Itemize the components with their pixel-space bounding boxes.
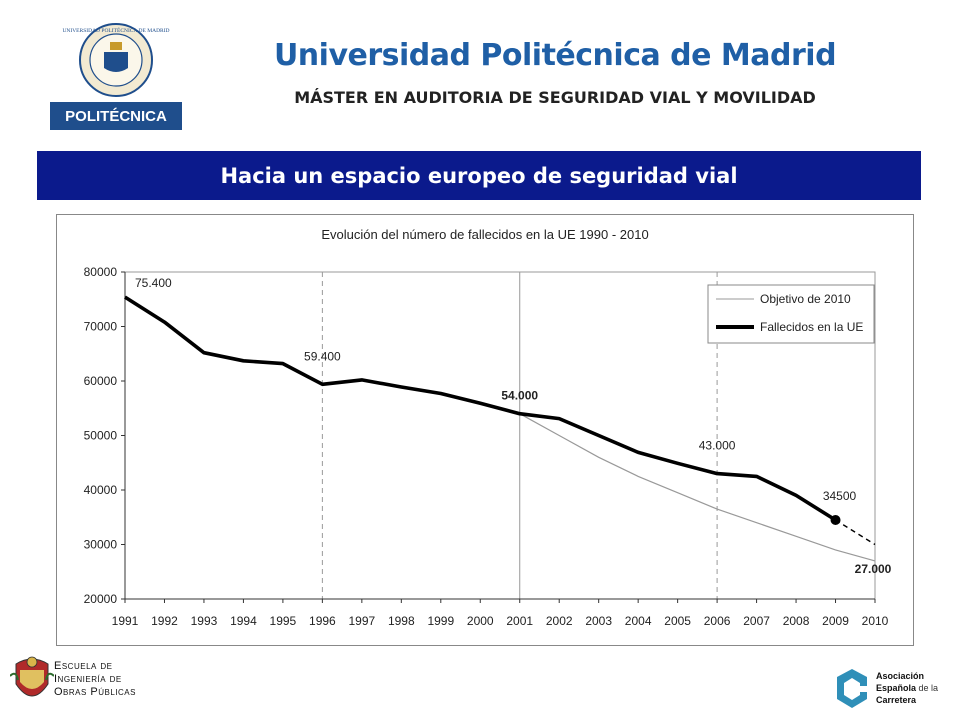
x-tick-label: 2006 bbox=[704, 614, 731, 628]
page-subtitle: MÁSTER EN AUDITORIA DE SEGURIDAD VIAL Y … bbox=[294, 88, 816, 107]
page-title: Universidad Politécnica de Madrid bbox=[273, 38, 837, 73]
logo-text: POLITÉCNICA bbox=[65, 108, 167, 125]
legend-label-fatalities: Fallecidos en la UE bbox=[760, 320, 863, 334]
y-tick-label: 30000 bbox=[84, 538, 118, 552]
series-line-fatalities bbox=[124, 295, 837, 522]
eicop-line2: Ingeniería de bbox=[54, 673, 122, 685]
aec-line2-small: de la bbox=[918, 683, 939, 693]
chart-svg: Evolución del número de fallecidos en la… bbox=[84, 227, 892, 628]
x-tick-label: 2004 bbox=[625, 614, 652, 628]
eicop-text: Escuela de Ingeniería de Obras Públicas bbox=[54, 660, 136, 699]
grid-lines bbox=[321, 272, 718, 599]
y-tick-label: 60000 bbox=[84, 374, 118, 388]
x-tick-label: 2001 bbox=[506, 614, 533, 628]
data-label-2001: 54.000 bbox=[501, 389, 538, 403]
projection-line bbox=[835, 519, 876, 546]
chart-title: Evolución del número de fallecidos en la… bbox=[321, 227, 648, 242]
legend-label-target: Objetivo de 2010 bbox=[760, 292, 851, 306]
x-tick-label: 2008 bbox=[783, 614, 810, 628]
section-banner: Hacia un espacio europeo de seguridad vi… bbox=[37, 151, 921, 200]
eicop-line3: Obras Públicas bbox=[54, 686, 136, 698]
x-tick-label: 2003 bbox=[585, 614, 612, 628]
x-tick-label: 2000 bbox=[467, 614, 494, 628]
seal-text: UNIVERSIDAD POLITÉCNICA DE MADRID bbox=[62, 26, 169, 34]
eicop-logo bbox=[9, 654, 150, 714]
y-tick-label: 20000 bbox=[84, 592, 118, 606]
data-label-1996: 59.400 bbox=[304, 349, 341, 363]
x-tick-label: 1993 bbox=[191, 614, 218, 628]
data-label-2009: 34500 bbox=[823, 489, 857, 503]
y-tick-label: 80000 bbox=[84, 265, 118, 279]
x-tick-label: 1995 bbox=[270, 614, 297, 628]
aec-text: Asociación Española de la Carretera bbox=[876, 670, 938, 706]
x-tick-label: 1991 bbox=[112, 614, 139, 628]
aec-line1: Asociación bbox=[876, 671, 925, 681]
x-tick-labels: 1991 1992 1993 1994 1995 1996 1997 1998 1999 2000… bbox=[112, 599, 889, 628]
legend: Objetivo de 2010 Fallecidos en la UE bbox=[707, 284, 875, 344]
upm-logo: UNIVERSIDAD POLITÉCNICA DE MADRID POLITÉ… bbox=[50, 22, 182, 130]
x-tick-label: 2002 bbox=[546, 614, 573, 628]
x-tick-label: 1996 bbox=[309, 614, 336, 628]
x-tick-label: 2005 bbox=[664, 614, 691, 628]
series-line-target bbox=[519, 413, 876, 562]
eicop-line1: Escuela de bbox=[54, 660, 113, 672]
aec-line2: Española bbox=[876, 683, 917, 693]
y-tick-label: 40000 bbox=[84, 483, 118, 497]
y-tick-labels: 20000 30000 40000 50000 60000 70000 80000 bbox=[84, 265, 125, 606]
y-tick-label: 50000 bbox=[84, 429, 118, 443]
x-tick-label: 2007 bbox=[743, 614, 770, 628]
x-tick-label: 1999 bbox=[427, 614, 454, 628]
y-tick-label: 70000 bbox=[84, 320, 118, 334]
x-tick-label: 1992 bbox=[151, 614, 178, 628]
chart-frame: Evolución del número de fallecidos en la… bbox=[56, 214, 914, 646]
aec-logo bbox=[832, 666, 872, 712]
data-label-2006: 43.000 bbox=[699, 439, 736, 453]
x-tick-label: 1994 bbox=[230, 614, 257, 628]
x-tick-label: 2009 bbox=[822, 614, 849, 628]
data-label-1991: 75.400 bbox=[135, 276, 172, 290]
series-lines bbox=[124, 295, 876, 562]
x-tick-label: 2010 bbox=[862, 614, 889, 628]
aec-line3: Carretera bbox=[876, 695, 917, 705]
x-tick-label: 1998 bbox=[388, 614, 415, 628]
annotations: 75.400 59.400 54.000 43.000 34500 27.000 bbox=[135, 276, 892, 576]
x-tick-label: 1997 bbox=[348, 614, 375, 628]
last-point-marker bbox=[830, 514, 841, 525]
data-label-2010: 27.000 bbox=[855, 562, 892, 576]
